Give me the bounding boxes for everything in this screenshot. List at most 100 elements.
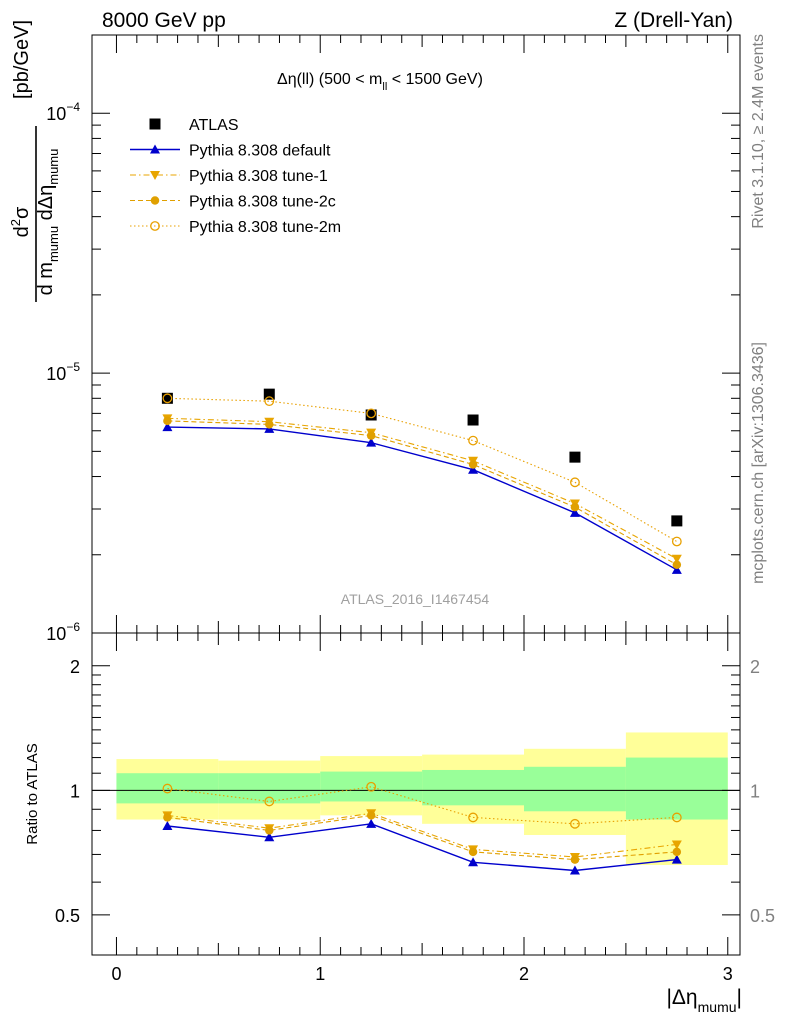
point-pythia-8-308-default-5 <box>569 507 580 517</box>
legend-marker-pythia-8-308-tune-2m <box>150 221 160 231</box>
header-left: 8000 GeV pp <box>102 9 226 32</box>
stat-band-2 <box>218 773 321 804</box>
line-pythia-8-308-default <box>167 426 678 571</box>
legend: ATLAS Pythia 8.308 default Pythia 8.308 tu… <box>130 117 341 236</box>
point-pythia-8-308-tune-2m-5 <box>570 477 580 488</box>
ratio-frame <box>91 632 741 956</box>
ratio-line-pythia-8-308-default <box>167 823 677 872</box>
ratio-y-tick-label-right-2: 2 <box>750 657 760 677</box>
stat-band-6 <box>625 757 728 820</box>
ratio-point-pythia-8-308-tune-2m-3 <box>366 781 377 792</box>
legend-label-pythia-8-308-tune-2m: Pythia 8.308 tune-2m <box>189 219 341 236</box>
ratio-point-pythia-8-308-tune-2m-4 <box>468 812 478 823</box>
ratio-point-pythia-8-308-tune-2c-6 <box>672 847 682 857</box>
ratio-y-tick-label-right-0.5: 0.5 <box>750 906 775 926</box>
chart-title-tail: < 1500 GeV) <box>387 71 483 88</box>
point-atlas-4 <box>467 414 479 426</box>
ratio-line-pythia-8-308-tune-1 <box>167 812 677 858</box>
point-pythia-8-308-tune-2c-4 <box>468 460 478 469</box>
analysis-watermark: ATLAS_2016_I1467454 <box>341 591 490 607</box>
y-tick-label-3: 10−4 <box>46 100 80 124</box>
header-right: Z (Drell-Yan) <box>614 9 733 32</box>
x-tick-label-3: 3 <box>723 964 733 984</box>
point-pythia-8-308-tune-2c-1 <box>163 416 172 426</box>
ratio-x-ticks: 0 1 2 3 <box>111 633 733 984</box>
point-pythia-8-308-tune-2m-2 <box>264 396 275 407</box>
ratio-y-tick-label-0.5: 0.5 <box>55 906 80 926</box>
main-y-ticks: 10−6 10−5 10−4 <box>46 34 740 644</box>
legend-label-pythia-8-308-tune-2c: Pythia 8.308 tune-2c <box>189 194 336 211</box>
ratio-y-axis-label: Ratio to ATLAS <box>24 743 41 844</box>
point-pythia-8-308-tune-2c-2 <box>265 420 274 429</box>
ratio-plot <box>92 732 740 875</box>
ratio-point-pythia-8-308-tune-2c-2 <box>265 826 274 835</box>
ratio-bands <box>116 732 728 866</box>
x-tick-label-0: 0 <box>111 964 121 984</box>
ratio-point-pythia-8-308-default-4 <box>468 857 479 867</box>
ratio-point-pythia-8-308-default-5 <box>569 865 580 875</box>
svg-text:d mmumu dΔηmumu: d mmumu dΔηmumu <box>35 149 61 296</box>
stat-band-5 <box>524 766 626 812</box>
main-plot <box>161 388 683 574</box>
main-y-axis-label: d2σ d mmumu dΔηmumu [pb/GeV] <box>8 20 61 302</box>
ratio-point-pythia-8-308-tune-2c-1 <box>163 813 172 822</box>
ratio-point-pythia-8-308-tune-2c-3 <box>366 811 376 820</box>
line-pythia-8-308-tune-1 <box>167 417 678 560</box>
point-pythia-8-308-tune-2c-5 <box>570 502 580 512</box>
legend-marker-pythia-8-308-default <box>150 144 160 154</box>
ratio-series-markers <box>162 781 682 875</box>
stat-band-3 <box>320 771 423 802</box>
point-atlas-6 <box>671 515 683 527</box>
ratio-point-pythia-8-308-tune-2m-6 <box>671 812 682 823</box>
y-tick-label-1: 10−6 <box>46 620 80 644</box>
chart-title-sub: ll <box>382 81 387 93</box>
ratio-line-pythia-8-308-tune-2c <box>167 814 677 861</box>
point-atlas-1 <box>161 392 173 404</box>
rivet-label: Rivet 3.1.10, ≥ 2.4M events <box>750 34 767 229</box>
point-pythia-8-308-tune-2c-3 <box>366 431 376 440</box>
ratio-point-pythia-8-308-tune-1-6 <box>671 840 682 850</box>
point-pythia-8-308-default-3 <box>366 437 377 447</box>
point-pythia-8-308-tune-2m-6 <box>671 536 682 547</box>
stat-band-4 <box>422 769 524 806</box>
chart-title: Δη(ll) (500 < mll < 1500 GeV) <box>277 71 483 93</box>
y-tick-label-2: 10−5 <box>46 360 80 384</box>
point-pythia-8-308-tune-2m-3 <box>366 408 377 419</box>
ratio-point-pythia-8-308-tune-2m-1 <box>162 783 173 794</box>
main-series-lines <box>167 397 678 571</box>
ratio-point-pythia-8-308-tune-2c-5 <box>570 855 580 864</box>
point-pythia-8-308-default-4 <box>468 464 479 474</box>
ratio-point-pythia-8-308-tune-2c-4 <box>468 847 478 857</box>
line-pythia-8-308-tune-2c <box>167 420 678 566</box>
ratio-y-tick-label-right-1: 1 <box>750 781 760 801</box>
svg-text:d2σ: d2σ <box>8 206 33 237</box>
x-tick-label-2: 2 <box>519 964 529 984</box>
point-pythia-8-308-default-1 <box>162 422 173 432</box>
ratio-point-pythia-8-308-default-6 <box>671 854 682 864</box>
point-atlas-5 <box>569 451 581 463</box>
main-x-ticks <box>115 35 729 633</box>
ratio-point-pythia-8-308-tune-2m-2 <box>264 796 275 807</box>
ratio-y-tick-label-2: 2 <box>70 657 80 677</box>
legend-label-atlas: ATLAS <box>189 117 239 134</box>
point-atlas-2 <box>263 388 275 400</box>
legend-label-pythia-8-308-tune-1: Pythia 8.308 tune-1 <box>189 168 328 185</box>
legend-label-pythia-8-308-default: Pythia 8.308 default <box>189 143 331 160</box>
line-pythia-8-308-tune-2m <box>167 397 678 542</box>
ratio-point-pythia-8-308-default-1 <box>162 820 173 830</box>
legend-marker-atlas <box>149 118 161 130</box>
mcplots-label: mcplots.cern.ch [arXiv:1306.3436] <box>750 342 767 584</box>
ratio-y-ticks: 0.5 0.5 1 1 2 2 <box>55 657 775 956</box>
ratio-point-pythia-8-308-default-2 <box>264 832 275 842</box>
stat-band-1 <box>116 773 219 804</box>
point-pythia-8-308-tune-2m-1 <box>162 393 173 404</box>
point-atlas-3 <box>365 409 377 421</box>
ratio-point-pythia-8-308-default-3 <box>366 818 377 828</box>
point-pythia-8-308-default-6 <box>671 564 682 574</box>
x-axis-label: |Δηmumu| <box>666 986 742 1015</box>
ratio-point-pythia-8-308-tune-2m-5 <box>570 818 580 829</box>
point-pythia-8-308-tune-2m-4 <box>468 435 478 446</box>
legend-marker-pythia-8-308-tune-1 <box>150 171 160 180</box>
ratio-series-lines <box>167 786 677 872</box>
legend-marker-pythia-8-308-tune-2c <box>150 196 160 205</box>
